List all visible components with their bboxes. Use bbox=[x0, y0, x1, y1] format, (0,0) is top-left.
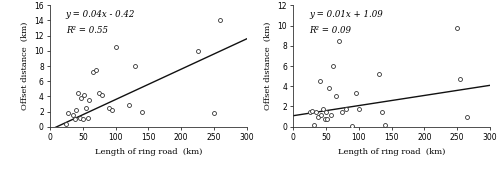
Point bbox=[342, 107, 349, 110]
Point bbox=[374, 73, 382, 76]
Y-axis label: Offset distance  (km): Offset distance (km) bbox=[264, 22, 272, 110]
Point bbox=[326, 87, 334, 90]
Point bbox=[108, 109, 116, 111]
Point bbox=[131, 65, 139, 67]
Point bbox=[456, 78, 464, 81]
Point bbox=[310, 123, 318, 126]
Point bbox=[312, 110, 320, 113]
Point bbox=[210, 112, 218, 114]
Point bbox=[138, 110, 146, 113]
Point bbox=[338, 110, 346, 113]
Point bbox=[463, 115, 471, 118]
Point bbox=[328, 113, 336, 116]
Point bbox=[62, 122, 70, 125]
Point bbox=[88, 71, 96, 74]
Point bbox=[352, 92, 360, 95]
Point bbox=[78, 96, 86, 99]
Point bbox=[324, 117, 332, 120]
Point bbox=[72, 109, 80, 111]
Point bbox=[355, 107, 363, 110]
Point bbox=[79, 118, 87, 121]
Y-axis label: Offset distance  (km): Offset distance (km) bbox=[20, 22, 28, 110]
Point bbox=[76, 116, 84, 119]
Point bbox=[321, 117, 329, 120]
Point bbox=[112, 46, 120, 48]
Point bbox=[308, 109, 316, 112]
Point bbox=[92, 68, 100, 71]
Point bbox=[378, 110, 386, 113]
Text: R² = 0.55: R² = 0.55 bbox=[66, 26, 108, 35]
Point bbox=[80, 93, 88, 96]
X-axis label: Length of ring road  (km): Length of ring road (km) bbox=[338, 147, 446, 156]
Text: y = 0.01x + 1.09: y = 0.01x + 1.09 bbox=[309, 10, 383, 19]
Point bbox=[84, 116, 92, 119]
Point bbox=[64, 112, 72, 114]
Point bbox=[95, 91, 103, 94]
Point bbox=[328, 65, 336, 67]
Point bbox=[381, 123, 389, 126]
Point bbox=[348, 124, 356, 127]
Point bbox=[335, 39, 343, 42]
Point bbox=[82, 106, 90, 109]
Point bbox=[194, 49, 202, 52]
Point bbox=[98, 93, 106, 96]
Point bbox=[332, 95, 340, 98]
Point bbox=[86, 99, 94, 102]
Point bbox=[69, 114, 77, 117]
Text: R² = 0.09: R² = 0.09 bbox=[309, 26, 351, 35]
Point bbox=[314, 115, 322, 118]
Point bbox=[74, 91, 82, 94]
Point bbox=[124, 104, 132, 107]
Point bbox=[453, 26, 461, 29]
Point bbox=[319, 107, 327, 110]
Point bbox=[105, 106, 113, 109]
Point bbox=[216, 19, 224, 22]
X-axis label: Length of ring road  (km): Length of ring road (km) bbox=[94, 147, 202, 156]
Point bbox=[306, 110, 314, 113]
Point bbox=[316, 80, 324, 83]
Text: y = 0.04x - 0.42: y = 0.04x - 0.42 bbox=[66, 10, 135, 19]
Point bbox=[317, 113, 325, 116]
Point bbox=[71, 118, 79, 121]
Point bbox=[322, 110, 330, 113]
